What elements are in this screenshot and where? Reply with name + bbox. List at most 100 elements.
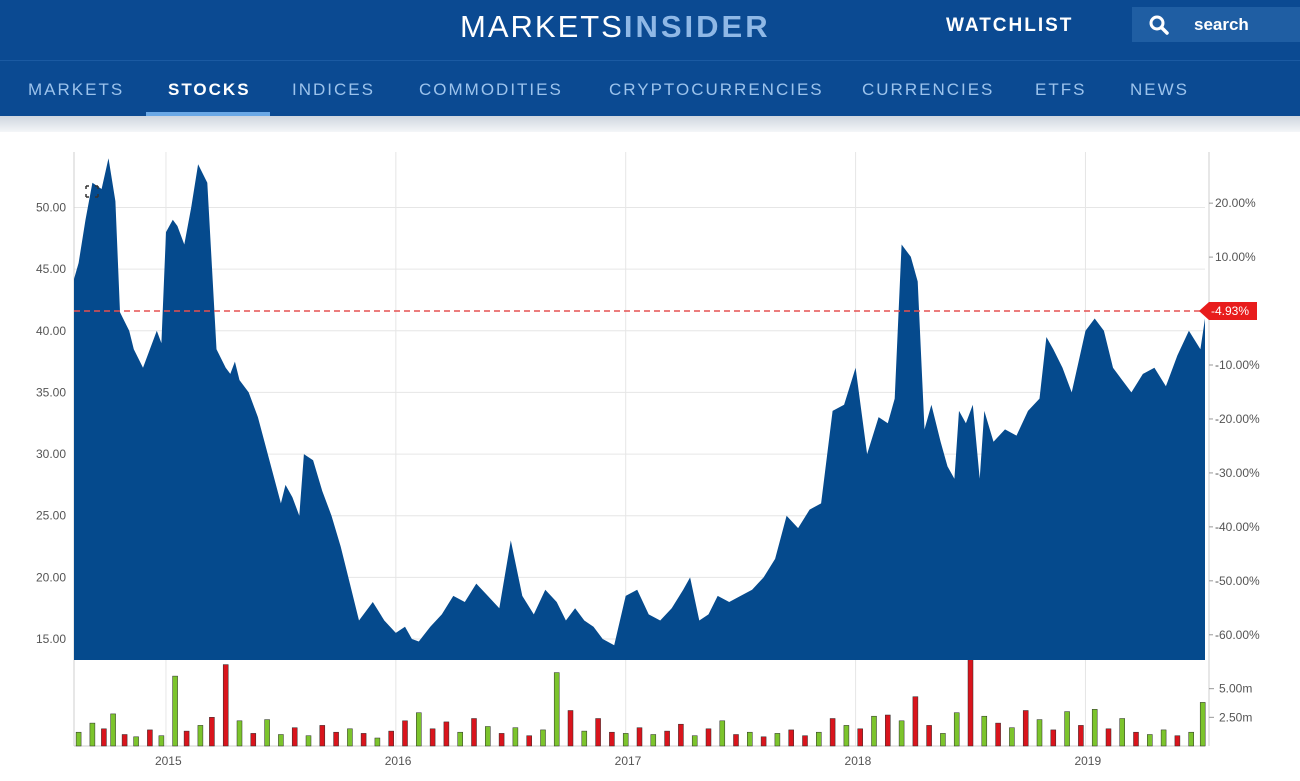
volume-bar (197, 725, 204, 747)
site-header: MARKETSINSIDER WATCHLIST search (0, 0, 1300, 60)
nav-markets[interactable]: MARKETS (28, 80, 125, 99)
current-change-badge: -4.93% (1199, 302, 1257, 321)
volume-bar (1050, 729, 1057, 747)
nav-etfs[interactable]: ETFS (1035, 80, 1087, 99)
volume-bar (747, 731, 753, 747)
logo-insider: INSIDER (623, 9, 771, 44)
y-tick-label: 20.00 (36, 570, 66, 584)
volume-bar (1199, 702, 1206, 747)
percent-tick-label: -40.00% (1215, 520, 1260, 534)
volume-tick-label: 2.50m (1219, 710, 1252, 724)
volume-bar (512, 727, 519, 747)
percent-tick-label: -10.00% (1215, 358, 1260, 372)
nav-indices[interactable]: INDICES (292, 80, 375, 99)
volume-bar (678, 723, 684, 747)
volume-bar (209, 717, 215, 747)
volume-bar (147, 729, 153, 747)
volume-bar (719, 720, 726, 747)
percent-tick-label: -60.00% (1215, 628, 1260, 642)
volume-bar (75, 731, 82, 747)
volume-bar (802, 735, 808, 747)
volume-bar (1119, 718, 1125, 747)
volume-bar (347, 728, 353, 747)
volume-bar (526, 735, 532, 747)
volume-bar (553, 672, 560, 747)
volume-bar (857, 728, 863, 747)
volume-bar (388, 730, 394, 747)
watchlist-link[interactable]: WATCHLIST (946, 15, 1074, 36)
volume-bar (995, 722, 1001, 747)
y-tick-label: 45.00 (36, 262, 66, 276)
percent-tick-label: -20.00% (1215, 412, 1260, 426)
y-tick-label: 15.00 (36, 632, 66, 646)
nav-commodities[interactable]: COMMODITIES (419, 80, 563, 99)
volume-bar (1133, 731, 1139, 747)
percent-tick-label: 20.00% (1215, 196, 1256, 210)
x-tick-label: 2016 (385, 754, 412, 768)
y-tick-label: 40.00 (36, 324, 66, 338)
volume-bar (760, 736, 767, 747)
volume-bar (319, 725, 326, 747)
volume-bar (912, 696, 919, 747)
volume-bar (429, 728, 436, 747)
current-change-label: -4.93% (1211, 304, 1249, 318)
x-tick-label: 2015 (155, 754, 182, 768)
volume-tick-label: 5.00m (1219, 682, 1252, 696)
volume-bar (374, 737, 381, 747)
site-logo[interactable]: MARKETSINSIDER (460, 9, 771, 45)
search-icon (1149, 15, 1169, 35)
right-axis: 20.00%10.00%0.00%-10.00%-20.00%-30.00%-4… (1209, 196, 1260, 642)
volume-bar (705, 728, 712, 747)
nav-cryptocurrencies[interactable]: CRYPTOCURRENCIES (609, 80, 824, 99)
volume-bar (101, 728, 107, 747)
volume-axis: 5.00m 2.50m (1209, 682, 1252, 724)
volume-bar (291, 727, 298, 747)
x-tick-label: 2019 (1074, 754, 1101, 768)
volume-bar (1091, 709, 1098, 747)
search-label: search (1194, 15, 1249, 34)
volume-bar (471, 718, 477, 747)
volume-bar (829, 718, 836, 747)
volume-bar (110, 713, 116, 747)
volume-bar (485, 726, 491, 747)
volume-bar (498, 733, 505, 747)
volume-bar (871, 715, 877, 747)
volume-bars (75, 656, 1206, 747)
volume-bar (967, 656, 974, 747)
volume-bar (333, 731, 339, 747)
x-tick-label: 2017 (615, 754, 642, 768)
nav-stocks[interactable]: STOCKS (168, 80, 251, 99)
nav-news[interactable]: NEWS (1130, 80, 1189, 99)
volume-bar (843, 725, 850, 747)
volume-bar (402, 720, 408, 747)
active-tab-indicator (146, 112, 270, 117)
price-area (74, 158, 1205, 660)
volume-bar (305, 735, 312, 747)
toolbar-strip (0, 116, 1300, 132)
volume-bar (622, 733, 629, 747)
percent-tick-label: -30.00% (1215, 466, 1260, 480)
percent-tick-label: 10.00% (1215, 250, 1256, 264)
volume-bar (416, 712, 422, 747)
volume-bar (788, 729, 794, 747)
volume-bar (636, 727, 643, 747)
search-button[interactable]: search (1132, 7, 1300, 42)
stock-chart[interactable]: 50.00 45.00 40.00 35.00 30.00 25.00 20.00 15.00… (0, 120, 1300, 781)
volume-bar (1160, 729, 1167, 747)
volume-bar (926, 725, 932, 747)
volume-bar (1036, 719, 1043, 747)
main-nav: MARKETS STOCKS INDICES COMMODITIES CRYPT… (0, 60, 1300, 117)
volume-bar (953, 712, 960, 747)
volume-bar (1147, 734, 1153, 747)
y-tick-label: 25.00 (36, 509, 66, 523)
x-tick-label: 2018 (845, 754, 872, 768)
volume-bar (172, 675, 178, 747)
volume-bar (733, 734, 739, 747)
volume-bar (664, 730, 670, 747)
volume-bar (1105, 728, 1112, 747)
nav-currencies[interactable]: CURRENCIES (862, 80, 995, 99)
volume-bar (443, 721, 450, 747)
expand-icon[interactable] (85, 185, 99, 198)
volume-bar (158, 735, 165, 747)
volume-bar (250, 733, 257, 747)
